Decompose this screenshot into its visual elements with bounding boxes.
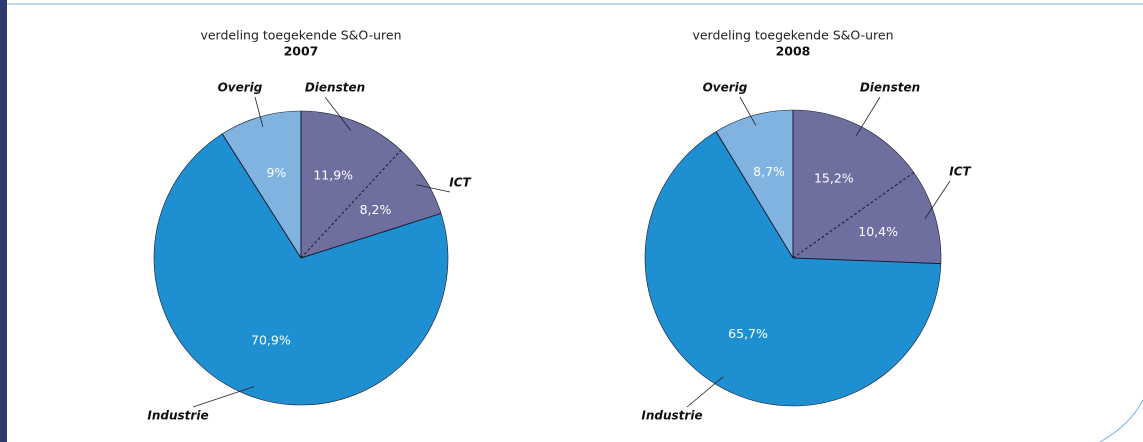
pie-slice <box>301 150 442 258</box>
category-label: Diensten <box>860 81 920 95</box>
value-label: 15,2% <box>814 171 854 186</box>
value-label: 8,2% <box>360 202 392 217</box>
leader-line <box>924 180 951 219</box>
chart-subtitle: 2007 <box>284 44 319 59</box>
leader-line <box>254 96 264 127</box>
pie-outline <box>644 109 942 407</box>
slice-border <box>300 212 442 259</box>
leader-line <box>686 376 724 408</box>
value-label: 9% <box>266 165 286 180</box>
value-label: 8,7% <box>753 164 785 179</box>
pie-outline <box>153 110 449 406</box>
slice-border <box>715 131 794 259</box>
value-label: 70,9% <box>251 332 291 347</box>
slice-border <box>792 257 941 265</box>
value-label: 11,9% <box>313 167 353 182</box>
category-label: Industrie <box>147 409 208 423</box>
category-label: Industrie <box>641 409 702 423</box>
left-bar <box>0 0 7 442</box>
pie-slice <box>793 110 914 258</box>
leader-line <box>192 386 255 408</box>
pie-slice <box>716 110 793 258</box>
pie-slice <box>153 133 448 405</box>
value-label: 65,7% <box>728 326 768 341</box>
slice-border <box>221 133 302 259</box>
pie-slice <box>793 172 941 264</box>
category-label: Overig <box>703 81 748 95</box>
leader-line <box>739 96 757 126</box>
category-label: ICT <box>949 165 971 179</box>
leader-line <box>416 184 451 193</box>
chart-title: verdeling toegekende S&O-uren <box>692 28 893 43</box>
pie-slice <box>301 111 401 258</box>
value-label: 10,4% <box>858 224 898 239</box>
category-label: Overig <box>218 81 263 95</box>
chart-title: verdeling toegekende S&O-uren <box>200 28 401 43</box>
pie-slice <box>222 111 301 258</box>
chart-subtitle: 2008 <box>776 44 811 59</box>
leader-line <box>855 96 881 136</box>
category-label: Diensten <box>305 81 365 95</box>
pie-slice <box>645 131 941 406</box>
slice-border <box>300 149 402 259</box>
corner-curve <box>1099 399 1143 442</box>
category-label: ICT <box>449 176 471 190</box>
leader-line <box>324 96 352 131</box>
